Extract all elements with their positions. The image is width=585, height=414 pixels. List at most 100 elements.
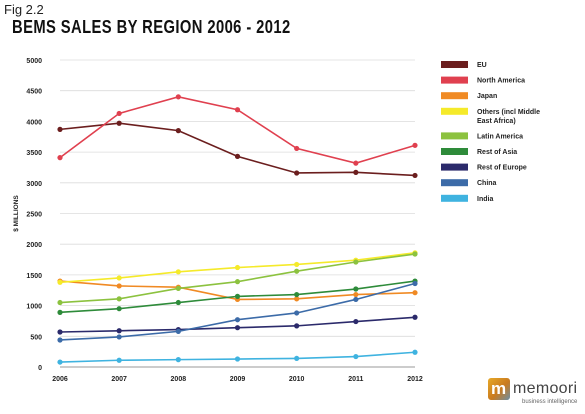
legend-label: Rest of Asia: [477, 149, 517, 156]
data-point: [294, 291, 300, 298]
data-point: [234, 317, 241, 323]
data-point: [175, 128, 181, 134]
y-tick-label: 5000: [26, 58, 42, 65]
data-point: [353, 353, 359, 360]
data-point: [412, 142, 418, 148]
x-tick-label: 2008: [171, 376, 187, 383]
legend-label: North America: [477, 78, 525, 85]
legend-swatch: [441, 194, 468, 202]
y-axis-label: $ MILLIONS: [13, 195, 20, 232]
y-tick-label: 4000: [26, 119, 42, 126]
legend-swatch: [441, 179, 468, 187]
data-point: [294, 355, 300, 362]
data-point: [234, 107, 241, 113]
legend-label: Japan: [477, 93, 497, 100]
legend-swatch: [441, 76, 468, 84]
data-point: [57, 309, 63, 315]
data-point: [175, 328, 181, 334]
x-tick-label: 2012: [407, 376, 423, 383]
data-point: [412, 172, 418, 179]
legend-swatch: [441, 148, 468, 155]
x-tick-label: 2007: [111, 376, 127, 383]
data-point: [234, 325, 241, 331]
data-point: [294, 145, 300, 152]
data-point: [175, 285, 181, 292]
y-tick-label: 500: [30, 334, 42, 341]
data-point: [353, 160, 359, 166]
data-point: [294, 296, 300, 302]
legend-label: India: [477, 196, 493, 203]
series-line: [59, 122, 416, 177]
data-point: [234, 293, 241, 299]
x-tick-label: 2010: [289, 376, 305, 383]
data-point: [57, 279, 63, 285]
data-point: [116, 328, 122, 334]
data-point: [116, 283, 122, 289]
data-point: [412, 349, 418, 355]
y-tick-label: 2500: [26, 212, 42, 219]
data-point: [57, 299, 63, 306]
data-point: [412, 314, 418, 320]
x-tick-label: 2011: [348, 376, 363, 383]
data-point: [353, 169, 359, 175]
figure-label: Fig 2.2: [4, 2, 44, 17]
y-tick-label: 2000: [26, 242, 42, 249]
legend-label: Latin America: [477, 133, 523, 140]
data-point: [412, 251, 418, 257]
data-point: [294, 268, 300, 274]
data-point: [116, 334, 122, 340]
legend-swatch: [441, 163, 468, 171]
legend-swatch: [441, 92, 468, 100]
data-point: [57, 329, 63, 335]
y-tick-label: 1000: [26, 304, 42, 311]
data-point: [234, 264, 241, 271]
data-point: [294, 170, 300, 176]
x-tick-label: 2009: [230, 376, 246, 383]
data-point: [116, 357, 122, 363]
memoori-logo: m memoori business intelligence: [486, 376, 582, 410]
data-point: [353, 296, 359, 303]
data-point: [353, 286, 359, 292]
y-tick-label: 3500: [26, 150, 42, 157]
legend-swatch: [441, 107, 468, 115]
logo-text: memoori: [513, 380, 578, 397]
data-point: [412, 290, 418, 296]
y-tick-label: 4500: [26, 89, 42, 96]
data-point: [175, 269, 181, 275]
data-point: [116, 110, 122, 117]
data-point: [234, 153, 241, 159]
data-point: [353, 259, 359, 265]
legend-swatch: [441, 132, 468, 140]
y-tick-label: 0: [38, 365, 42, 372]
data-point: [412, 280, 418, 287]
data-point: [116, 120, 122, 126]
data-point: [353, 318, 359, 325]
legend-label: East Africa): [477, 118, 516, 125]
legend-label: China: [477, 180, 497, 187]
legend-label: Rest of Europe: [477, 165, 527, 172]
data-point: [57, 155, 63, 161]
data-point: [234, 279, 241, 285]
data-point: [294, 261, 300, 268]
y-tick-label: 1500: [26, 273, 42, 280]
series-line: [59, 96, 416, 164]
legend-label: EU: [477, 62, 487, 69]
y-tick-label: 3000: [26, 181, 42, 188]
data-point: [116, 275, 122, 281]
data-point: [175, 299, 181, 306]
logo-subtext: business intelligence: [522, 399, 578, 405]
data-point: [57, 359, 63, 365]
data-point: [353, 291, 359, 298]
x-tick-label: 2006: [52, 376, 68, 383]
data-point: [116, 306, 122, 312]
data-point: [175, 94, 181, 100]
data-point: [234, 356, 241, 362]
legend-swatch: [441, 61, 468, 68]
data-point: [294, 323, 300, 329]
legend-label: Others (incl Middle: [477, 109, 540, 116]
data-point: [294, 310, 300, 316]
chart-title: BEMS SALES BY REGION 2006 - 2012: [12, 17, 291, 37]
data-point: [57, 126, 63, 132]
logo-mark-icon: m: [488, 378, 510, 400]
